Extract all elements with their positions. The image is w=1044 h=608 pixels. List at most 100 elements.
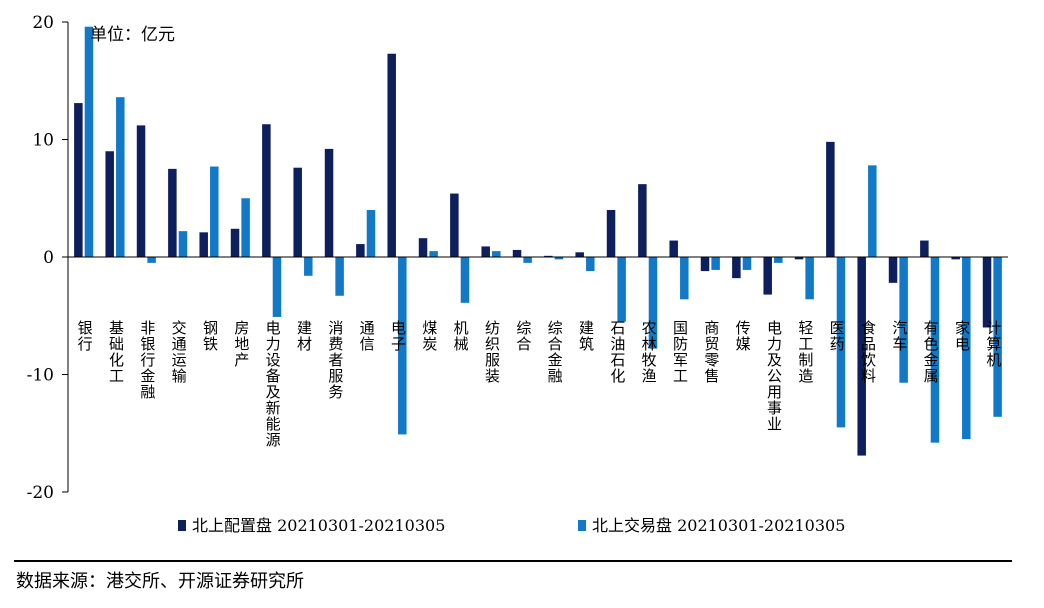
category-label-17: 石油石化 bbox=[608, 320, 626, 384]
bar-allocation-11 bbox=[418, 238, 428, 257]
category-label-13: 纺织服装 bbox=[483, 320, 501, 384]
bar-trading-20 bbox=[711, 257, 720, 270]
bar-allocation-23 bbox=[794, 257, 804, 260]
category-label-1: 基础化工 bbox=[107, 320, 125, 384]
bar-trading-16 bbox=[586, 257, 595, 272]
category-label-2: 非银行金融 bbox=[138, 320, 156, 400]
bar-allocation-20 bbox=[700, 257, 710, 272]
bar-trading-29 bbox=[993, 257, 1002, 417]
bar-allocation-28 bbox=[951, 257, 960, 260]
category-label-25: 食品饮料 bbox=[859, 320, 877, 384]
bar-trading-25 bbox=[868, 165, 877, 257]
category-label-14: 综合 bbox=[514, 320, 532, 352]
category-label-28: 家电 bbox=[953, 320, 971, 352]
bar-trading-12 bbox=[460, 257, 470, 303]
bar-allocation-0 bbox=[74, 103, 83, 257]
bar-trading-22 bbox=[774, 257, 783, 263]
bar-allocation-5 bbox=[230, 228, 240, 257]
bar-allocation-12 bbox=[450, 193, 459, 257]
category-label-6: 电力设备及新能源 bbox=[264, 320, 282, 448]
bar-allocation-10 bbox=[387, 53, 396, 257]
bar-allocation-8 bbox=[324, 148, 334, 257]
bar-allocation-13 bbox=[481, 246, 490, 257]
category-labels: 银行 基础化工 非银行金融 交通运输 钢铁 房地产 电力设备及新能源 建材 消费者服务 通信 电子煤… bbox=[76, 319, 1003, 448]
category-label-18: 农林牧渔 bbox=[640, 320, 658, 384]
category-label-21: 传媒 bbox=[734, 320, 752, 352]
y-tick-label: 0 bbox=[43, 248, 54, 268]
bar-trading-2 bbox=[147, 257, 156, 263]
category-label-9: 通信 bbox=[358, 320, 376, 352]
y-axis: -20 -10 0 10 20 bbox=[27, 13, 69, 503]
bar-trading-21 bbox=[742, 257, 752, 270]
category-label-29: 计算机 bbox=[984, 320, 1002, 368]
category-label-19: 国防军工 bbox=[671, 320, 689, 384]
unit-label: 单位：亿元 bbox=[90, 25, 175, 45]
bar-trading-0 bbox=[84, 26, 94, 258]
bar-trading-14 bbox=[523, 257, 532, 263]
bar-trading-17 bbox=[617, 257, 626, 322]
bar-allocation-27 bbox=[920, 240, 929, 257]
y-tick-label: 10 bbox=[32, 131, 54, 151]
bar-trading-7 bbox=[304, 257, 313, 276]
bar-allocation-24 bbox=[826, 141, 835, 257]
category-label-15: 综合金融 bbox=[546, 320, 564, 384]
bar-trading-8 bbox=[335, 257, 344, 296]
legend-label-1: 北上交易盘 20210301-20210305 bbox=[592, 516, 845, 535]
category-label-10: 电子 bbox=[389, 320, 407, 352]
legend-swatch-1 bbox=[578, 520, 586, 531]
source-divider bbox=[14, 560, 1012, 562]
category-label-23: 轻工制造 bbox=[796, 320, 814, 384]
legend: 北上配置盘 20210301-20210305 北上交易盘 20210301-20… bbox=[178, 516, 845, 535]
bar-allocation-9 bbox=[356, 244, 365, 257]
category-label-16: 建筑 bbox=[577, 320, 595, 352]
bar-allocation-25 bbox=[857, 257, 866, 456]
bar-allocation-18 bbox=[638, 184, 647, 257]
bar-chart: -20 -10 0 10 20 银行 基础化工 非银行金融 交通运输 钢铁 房地产 电力设备及新能源… bbox=[27, 13, 1008, 535]
bar-allocation-16 bbox=[575, 252, 584, 257]
bar-allocation-19 bbox=[669, 240, 678, 257]
category-label-22: 电力及公用事业 bbox=[765, 320, 783, 432]
bar-trading-24 bbox=[836, 257, 846, 428]
bar-trading-4 bbox=[210, 166, 219, 257]
bar-trading-6 bbox=[272, 257, 282, 317]
bar-trading-3 bbox=[178, 231, 188, 257]
bar-trading-18 bbox=[648, 257, 658, 349]
bar-allocation-14 bbox=[512, 249, 522, 257]
bar-allocation-3 bbox=[168, 168, 177, 257]
bar-trading-19 bbox=[680, 257, 689, 300]
category-label-12: 机械 bbox=[452, 320, 470, 352]
category-label-4: 钢铁 bbox=[201, 320, 219, 352]
bar-allocation-4 bbox=[199, 232, 208, 257]
bar-allocation-26 bbox=[888, 257, 898, 283]
category-label-27: 有色金属 bbox=[922, 320, 940, 384]
bar-allocation-7 bbox=[293, 167, 302, 257]
bar-trading-26 bbox=[899, 257, 908, 383]
category-label-8: 消费者服务 bbox=[326, 320, 344, 400]
bar-trading-5 bbox=[241, 198, 250, 257]
bar-allocation-6 bbox=[262, 124, 271, 257]
bar-allocation-21 bbox=[732, 257, 741, 279]
bar-trading-28 bbox=[962, 257, 971, 440]
bar-trading-15 bbox=[554, 257, 564, 260]
bar-trading-13 bbox=[492, 251, 501, 257]
bar-trading-1 bbox=[116, 97, 125, 257]
category-label-26: 汽车 bbox=[890, 320, 908, 352]
category-label-20: 商贸零售 bbox=[702, 320, 720, 384]
bar-trading-27 bbox=[930, 257, 940, 443]
bar-trading-10 bbox=[398, 257, 407, 435]
bar-allocation-22 bbox=[763, 257, 772, 295]
category-label-3: 交通运输 bbox=[170, 319, 188, 384]
legend-swatch-0 bbox=[178, 520, 186, 531]
bar-allocation-29 bbox=[982, 257, 992, 328]
category-label-0: 银行 bbox=[76, 320, 94, 352]
bar-allocation-2 bbox=[136, 125, 146, 258]
category-label-11: 煤炭 bbox=[420, 320, 438, 352]
bar-trading-23 bbox=[805, 257, 814, 300]
bar-allocation-1 bbox=[105, 151, 114, 257]
bars bbox=[74, 26, 1002, 456]
source-text: 数据来源：港交所、开源证券研究所 bbox=[16, 571, 304, 592]
y-tick-label: -10 bbox=[27, 366, 54, 386]
bar-allocation-15 bbox=[544, 255, 553, 257]
bar-allocation-17 bbox=[606, 210, 616, 257]
bar-trading-9 bbox=[366, 210, 376, 257]
